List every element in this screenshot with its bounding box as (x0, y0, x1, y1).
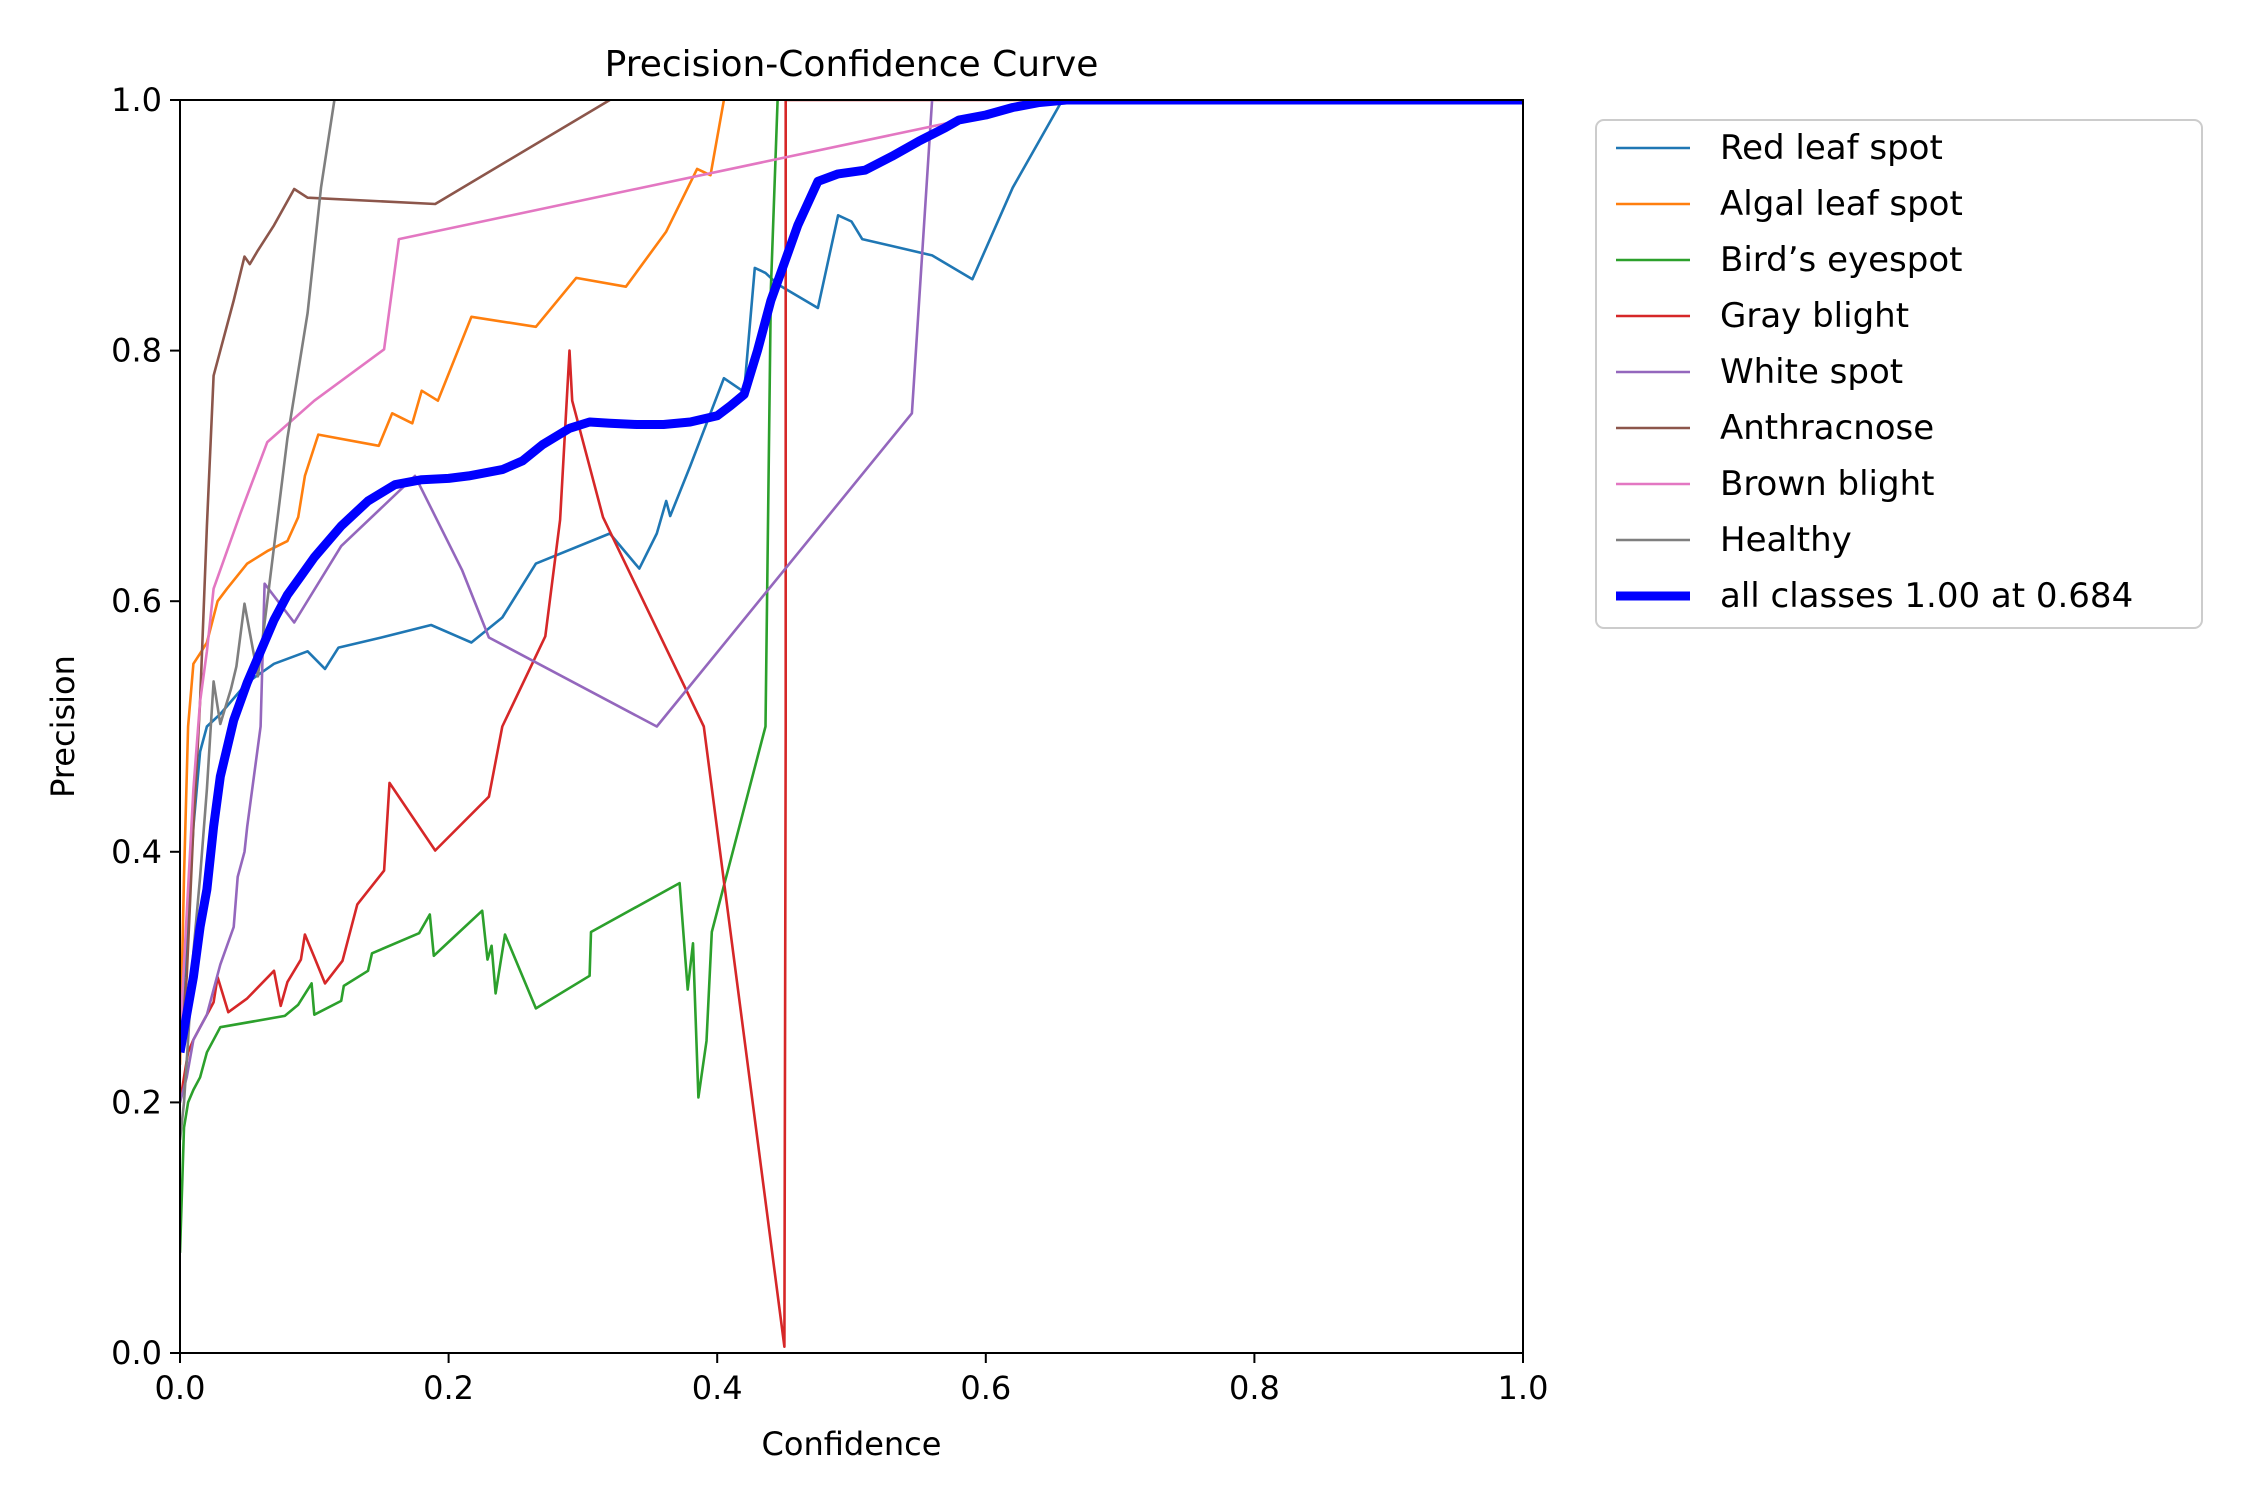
series-line-all-classes (180, 100, 1523, 1054)
x-tick-label: 0.4 (692, 1369, 743, 1407)
legend-label-red-leaf-spot: Red leaf spot (1720, 128, 1943, 168)
series-line-brown-blight (180, 100, 1523, 1040)
series-line-white-spot (180, 100, 934, 1103)
legend-label-healthy: Healthy (1720, 520, 1852, 560)
x-axis: 0.0 0.2 0.4 0.6 0.8 1.0 (155, 1353, 1549, 1407)
y-tick-label: 1.0 (111, 81, 162, 119)
y-axis-label: Precision (44, 655, 82, 798)
legend-items: Red leaf spot Algal leaf spot Bird’s eyesp… (1616, 128, 2133, 616)
y-tick-label: 0.8 (111, 332, 162, 370)
legend: Red leaf spot Algal leaf spot Bird’s eyesp… (1595, 119, 2203, 629)
legend-label-gray-blight: Gray blight (1720, 296, 1909, 336)
series-line-bird-s-eyespot (180, 100, 779, 1253)
x-tick-label: 0.0 (155, 1369, 206, 1407)
legend-label-white-spot: White spot (1720, 352, 1903, 392)
chart-title: Precision-Confidence Curve (605, 44, 1099, 85)
series-line-anthracnose (180, 100, 611, 1053)
y-axis: 0.0 0.2 0.4 0.6 0.8 1.0 (111, 81, 180, 1372)
y-tick-label: 0.4 (111, 833, 162, 871)
y-tick-label: 0.0 (111, 1334, 162, 1372)
legend-label-all-classes: all classes 1.00 at 0.684 (1720, 576, 2133, 616)
x-axis-label: Confidence (762, 1425, 942, 1463)
y-tick-label: 0.6 (111, 582, 162, 620)
legend-label-bird-s-eyespot: Bird’s eyespot (1720, 240, 1962, 280)
legend-frame (1595, 119, 2203, 629)
x-tick-label: 0.2 (423, 1369, 474, 1407)
legend-label-brown-blight: Brown blight (1720, 464, 1934, 504)
plot-frame (179, 99, 1524, 1354)
y-tick-label: 0.2 (111, 1083, 162, 1121)
legend-label-anthracnose: Anthracnose (1720, 408, 1934, 448)
plot-lines (180, 100, 1523, 1348)
series-line-red-leaf-spot (180, 100, 1523, 1040)
series-line-gray-blight (180, 100, 1523, 1348)
x-tick-label: 0.8 (1229, 1369, 1280, 1407)
legend-label-algal-leaf-spot: Algal leaf spot (1720, 184, 1963, 224)
x-tick-label: 0.6 (960, 1369, 1011, 1407)
x-tick-label: 1.0 (1498, 1369, 1549, 1407)
